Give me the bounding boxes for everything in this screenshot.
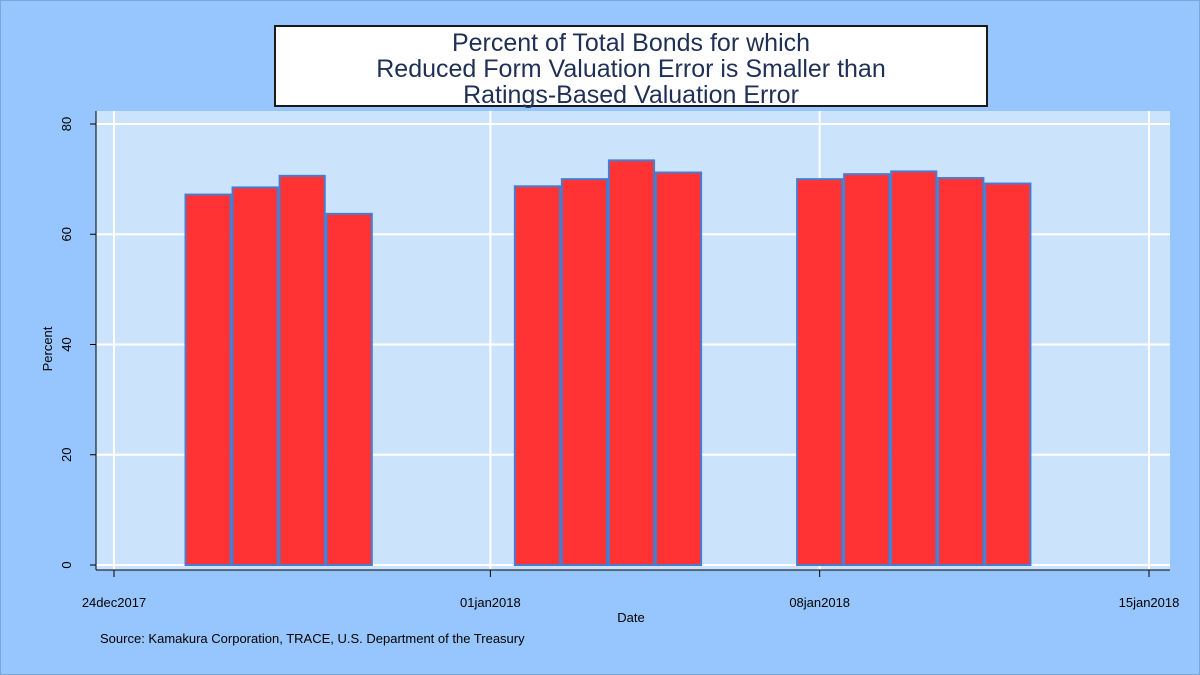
bar xyxy=(513,185,561,566)
x-axis-title: Date xyxy=(617,610,644,625)
chart-title-box: Percent of Total Bonds for which Reduced… xyxy=(274,25,988,109)
bar xyxy=(796,178,844,566)
bar xyxy=(607,159,656,566)
y-tick-label: 40 xyxy=(59,337,74,351)
y-tick-label: 80 xyxy=(59,117,74,131)
chart-title-line-3: Ratings-Based Valuation Error xyxy=(463,81,799,109)
source-note: Source: Kamakura Corporation, TRACE, U.S… xyxy=(100,631,525,646)
bar xyxy=(278,174,326,566)
chart-title-line-2: Reduced Form Valuation Error is Smaller … xyxy=(376,55,886,83)
axes: 0 20 40 60 80 24dec2017 01jan2018 08jan2018 15ja… xyxy=(59,117,1179,610)
bars xyxy=(184,159,1032,567)
bar xyxy=(654,171,703,566)
bar xyxy=(984,182,1032,566)
x-tick-label: 24dec2017 xyxy=(82,595,146,610)
bar xyxy=(890,170,938,566)
y-tick-label: 20 xyxy=(59,448,74,462)
bar xyxy=(325,212,373,566)
y-tick-label: 0 xyxy=(59,561,74,568)
y-tick-label: 60 xyxy=(59,227,74,241)
bar xyxy=(184,193,232,566)
x-tick-label: 01jan2018 xyxy=(460,595,521,610)
bar xyxy=(843,173,891,566)
y-axis-title: Percent xyxy=(40,326,55,371)
x-tick-label: 08jan2018 xyxy=(789,595,850,610)
bar xyxy=(937,177,985,567)
bar xyxy=(560,178,609,566)
chart-title-line-1: Percent of Total Bonds for which xyxy=(451,29,811,57)
x-tick-label: 15jan2018 xyxy=(1119,595,1180,610)
bar xyxy=(231,186,279,567)
